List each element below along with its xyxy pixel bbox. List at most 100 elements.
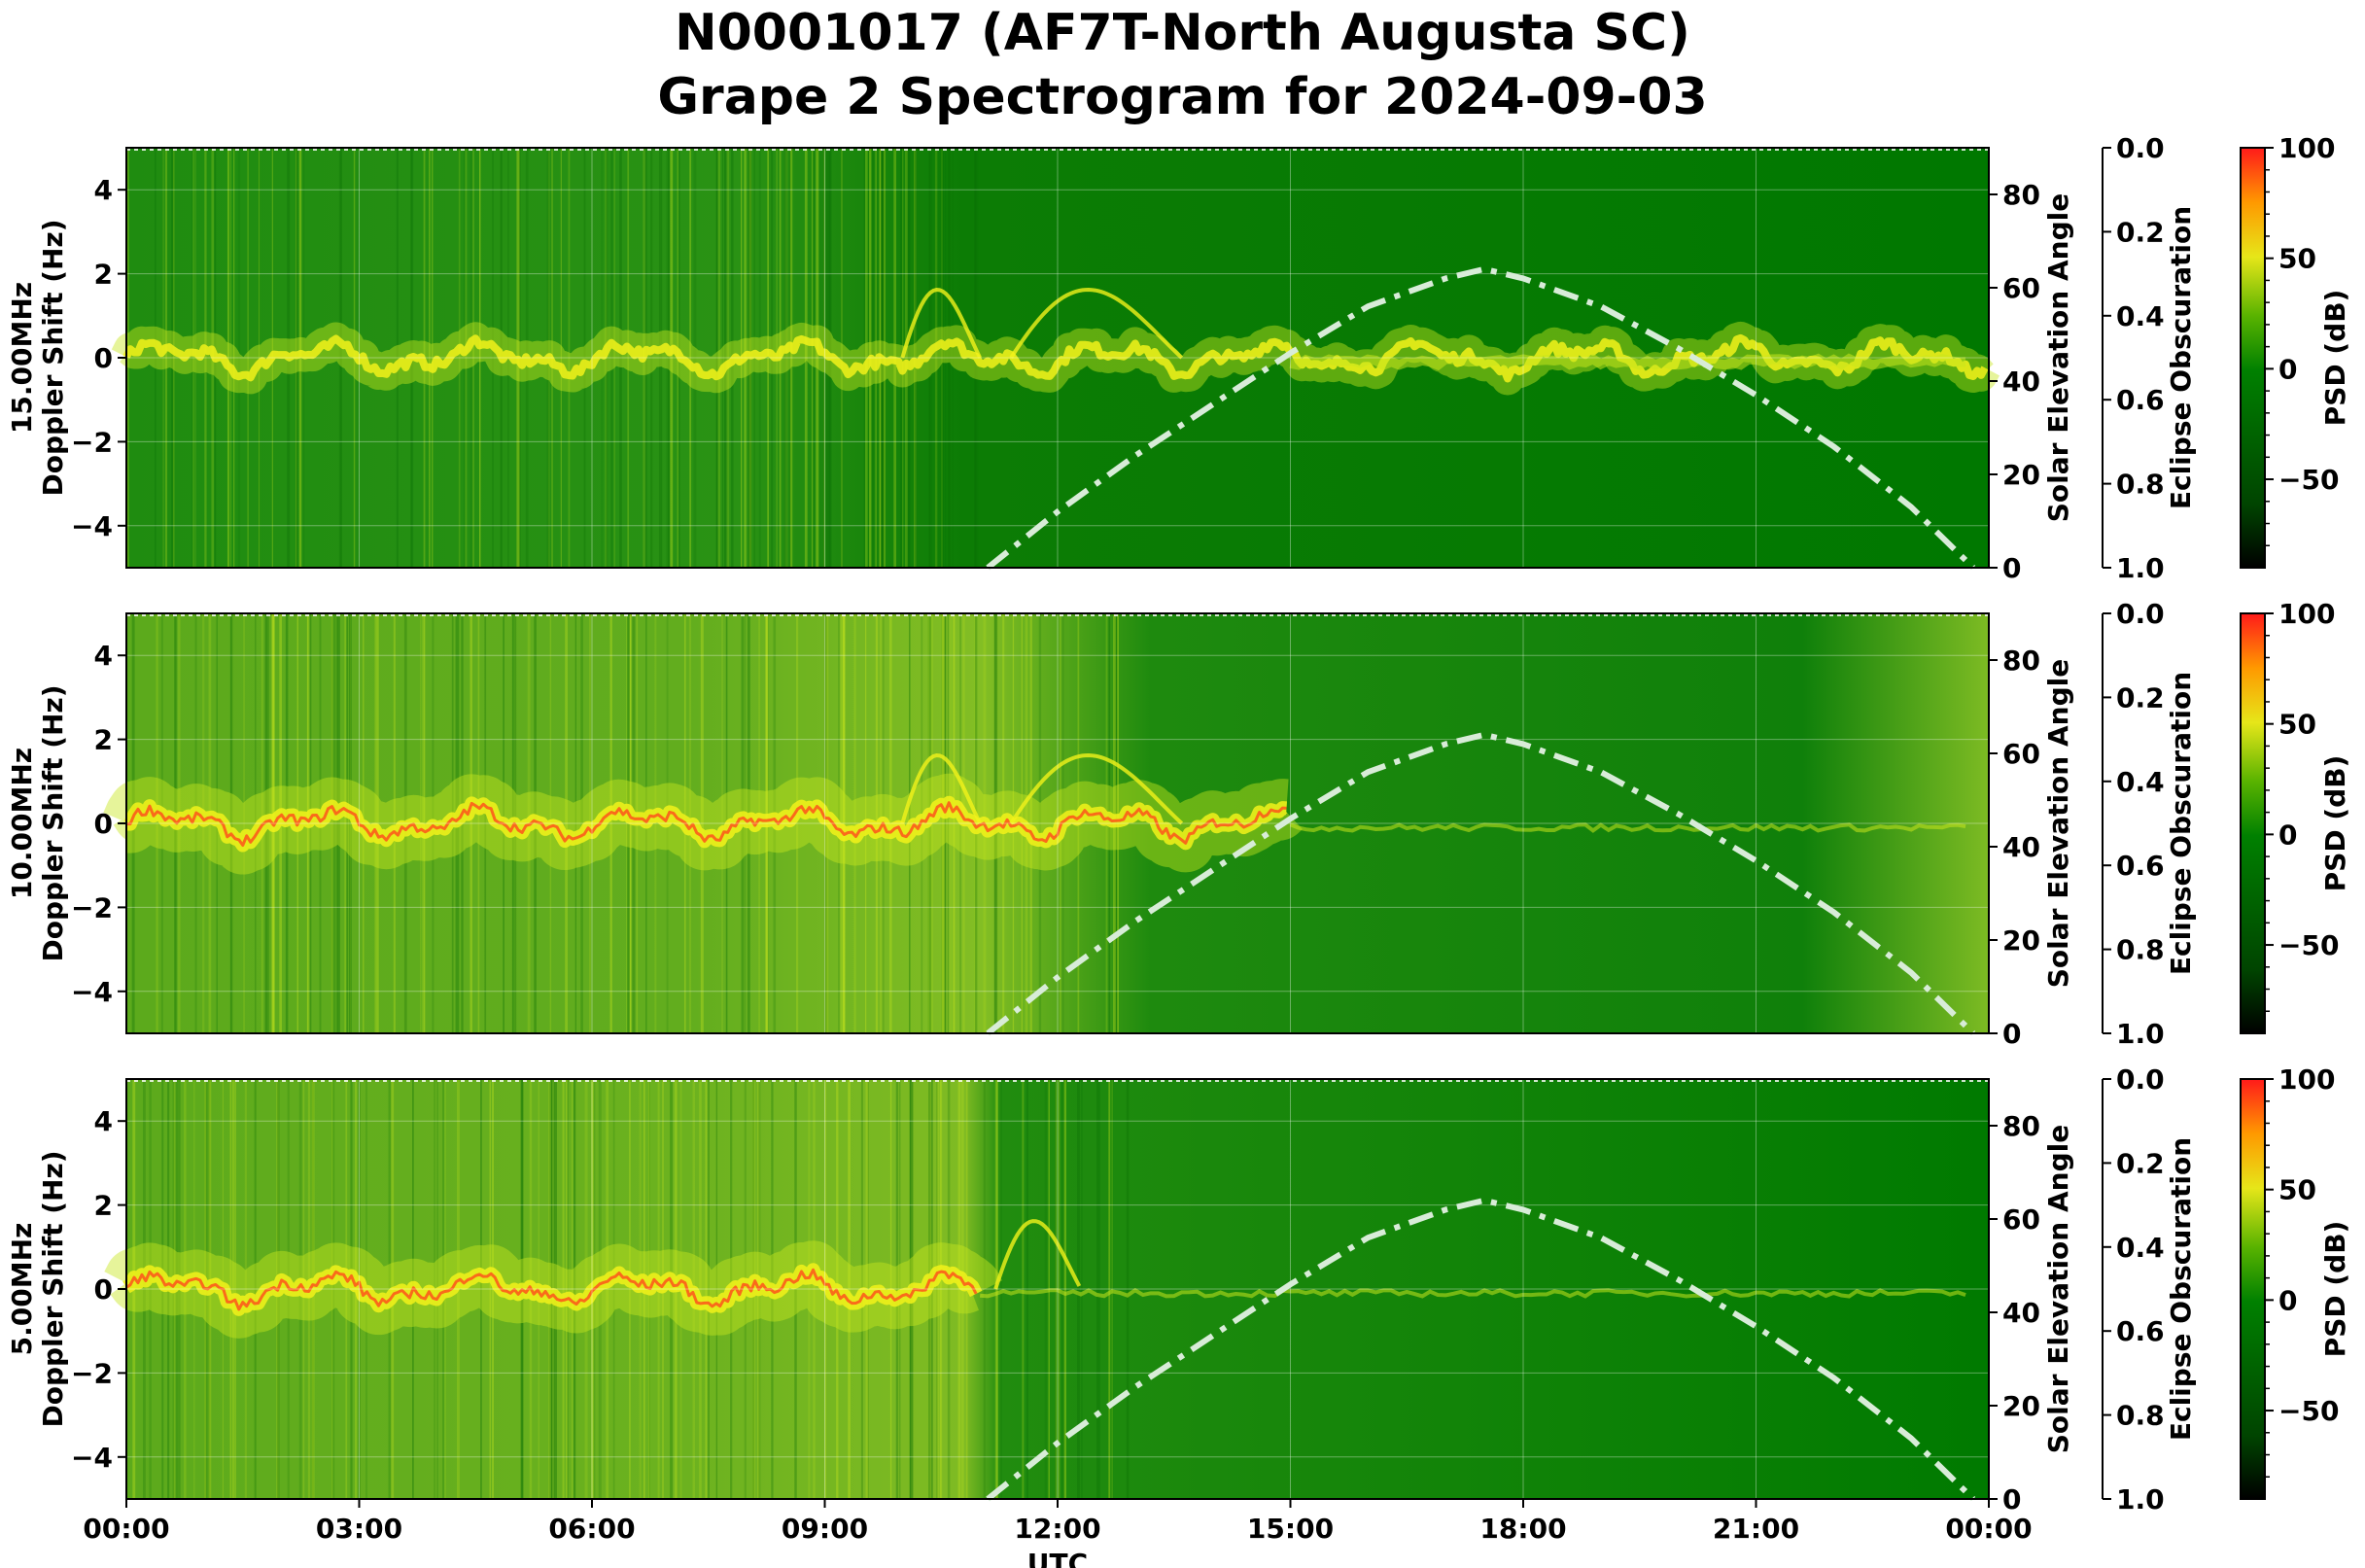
- psd-colorbar: [2240, 147, 2266, 569]
- eclipse-tick-label: 0.6: [2116, 1315, 2165, 1347]
- noise-streak: [626, 613, 628, 1033]
- noise-streak: [164, 148, 168, 568]
- noise-streak: [721, 613, 723, 1033]
- noise-streak: [708, 1079, 710, 1499]
- noise-streak: [627, 148, 630, 568]
- noise-streak: [229, 148, 232, 568]
- noise-streak: [715, 1079, 717, 1499]
- doppler-tick-label: 2: [94, 259, 113, 291]
- colorbar-tick-label: 50: [2278, 243, 2316, 275]
- noise-streak: [1111, 1079, 1113, 1499]
- noise-streak: [229, 613, 233, 1033]
- doppler-tick-label: 2: [94, 724, 113, 756]
- doppler-surge-arc: [993, 1219, 1082, 1290]
- noise-streak: [952, 613, 956, 1033]
- eclipse-tick-label: 0.2: [2116, 216, 2165, 248]
- solar-tick-label: 0: [2002, 1018, 2021, 1050]
- noise-streak: [767, 148, 769, 568]
- noise-streak: [954, 613, 956, 1033]
- colorbar-tick-label: 100: [2278, 132, 2335, 164]
- noise-streak: [465, 148, 468, 568]
- noise-streak: [344, 613, 346, 1033]
- noise-streak: [936, 1079, 938, 1499]
- noise-streak: [560, 148, 562, 568]
- colorbar-tick-label: 100: [2278, 1063, 2335, 1096]
- noise-streak: [783, 148, 787, 568]
- noise-streak: [393, 613, 396, 1033]
- doppler-tick-label: 0: [94, 342, 113, 374]
- chart-title-line1: N0001017 (AF7T-North Augusta SC): [675, 4, 1690, 62]
- noise-streak: [472, 148, 474, 568]
- colorbar-tick-label: 0: [2278, 1284, 2297, 1316]
- doppler-axis-label: Doppler Shift (Hz): [37, 1150, 69, 1427]
- noise-streak: [658, 148, 662, 568]
- noise-streak: [583, 148, 586, 568]
- noise-streak: [670, 148, 674, 568]
- noise-streak: [247, 148, 249, 568]
- solar-axis-label: Solar Elevation Angle: [2042, 193, 2074, 522]
- doppler-tick-label: 0: [94, 808, 113, 840]
- noise-streak: [562, 1079, 565, 1499]
- noise-streak: [947, 1079, 951, 1499]
- noise-streak: [944, 613, 947, 1033]
- noise-streak: [340, 148, 342, 568]
- noise-streak: [1077, 1079, 1080, 1499]
- eclipse-tick-label: 0.8: [2116, 934, 2165, 966]
- noise-streak: [842, 613, 846, 1033]
- doppler-tick-label: 2: [94, 1190, 113, 1222]
- solar-axis-label: Solar Elevation Angle: [2042, 1125, 2074, 1453]
- solar-elevation-curve: [986, 731, 1976, 1036]
- noise-streak: [479, 148, 481, 568]
- eclipse-tick-label: 1.0: [2116, 1483, 2165, 1516]
- colorbar-label: PSD (dB): [2319, 290, 2351, 427]
- noise-streak: [332, 613, 336, 1033]
- noise-streak: [900, 148, 902, 568]
- solar-tick-label: 40: [2002, 831, 2040, 863]
- eclipse-axis-label: Eclipse Obscuration: [2165, 1137, 2197, 1441]
- noise-streak: [841, 148, 843, 568]
- colorbar-tick-label: 50: [2278, 1174, 2316, 1206]
- noise-streak: [788, 148, 791, 568]
- eclipse-tick-label: 0.6: [2116, 850, 2165, 882]
- doppler-tick-label: −4: [71, 1442, 113, 1474]
- noise-streak: [904, 148, 908, 568]
- noise-streak: [613, 148, 615, 568]
- eclipse-tick-label: 0.4: [2116, 300, 2165, 332]
- noise-streak: [231, 1079, 234, 1499]
- solar-tick-label: 20: [2002, 924, 2040, 957]
- noise-streak: [942, 613, 945, 1033]
- noise-streak: [229, 1079, 232, 1499]
- noise-streak: [191, 148, 192, 568]
- eclipse-tick-label: 0.8: [2116, 469, 2165, 501]
- solar-tick-label: 0: [2002, 1483, 2021, 1516]
- noise-streak: [944, 613, 946, 1033]
- noise-streak: [848, 1079, 851, 1499]
- noise-streak: [573, 1079, 576, 1499]
- psd-colorbar: [2240, 612, 2266, 1034]
- noise-streak: [813, 1079, 816, 1499]
- noise-streak: [338, 148, 342, 568]
- noise-streak: [348, 613, 352, 1033]
- frequency-label: 15.00MHz: [6, 282, 38, 434]
- noise-streak: [610, 148, 613, 568]
- panel-10.00MHz: [100, 612, 2274, 1036]
- noise-streak: [1098, 1079, 1100, 1499]
- noise-streak: [237, 148, 241, 568]
- noise-streak: [1038, 613, 1042, 1033]
- noise-streak: [794, 1079, 797, 1499]
- doppler-tick-label: 4: [94, 174, 113, 206]
- noise-streak: [489, 1079, 491, 1499]
- noise-streak: [243, 613, 245, 1033]
- x-tick-label: 00:00: [83, 1513, 169, 1545]
- noise-streak: [941, 613, 944, 1033]
- colorbar-tick-label: 50: [2278, 709, 2316, 741]
- eclipse-tick-label: 1.0: [2116, 552, 2165, 584]
- noise-streak: [865, 148, 868, 568]
- doppler-tick-label: 4: [94, 1105, 113, 1137]
- noise-streak: [346, 613, 348, 1033]
- noise-streak: [823, 148, 825, 568]
- noise-streak: [716, 148, 718, 568]
- doppler-tick-label: 4: [94, 640, 113, 672]
- eclipse-tick-label: 1.0: [2116, 1018, 2165, 1050]
- colorbar-tick-label: −50: [2278, 929, 2339, 961]
